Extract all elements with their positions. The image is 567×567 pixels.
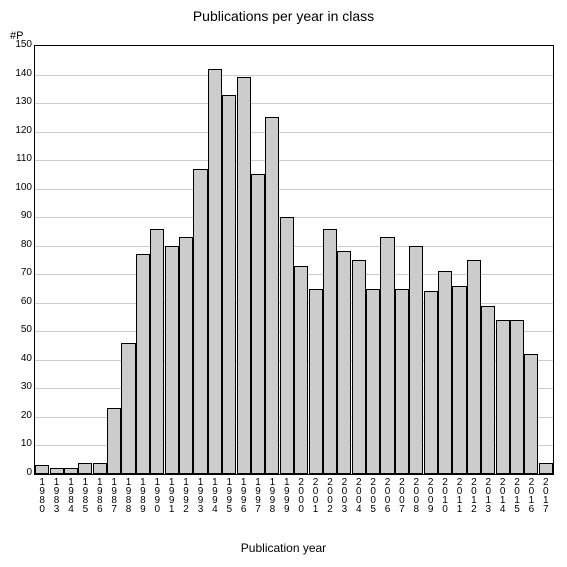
y-tick-label: 30 (6, 382, 32, 392)
gridline (35, 160, 553, 161)
x-tick-label: 2002 (325, 478, 335, 514)
bar (539, 463, 553, 474)
x-tick-label: 1991 (167, 478, 177, 514)
y-tick-label: 100 (6, 183, 32, 193)
x-tick-label: 1984 (66, 478, 76, 514)
bar (251, 174, 265, 474)
x-tick-label: 1980 (37, 478, 47, 514)
gridline (35, 75, 553, 76)
x-tick-label: 1988 (124, 478, 134, 514)
bar (121, 343, 135, 474)
y-tick-label: 40 (6, 354, 32, 364)
gridline (35, 189, 553, 190)
x-tick-label: 1989 (138, 478, 148, 514)
bar (352, 260, 366, 474)
x-tick-label: 2016 (526, 478, 536, 514)
bar (409, 246, 423, 474)
bar (395, 289, 409, 474)
bar (481, 306, 495, 474)
y-tick-label: 150 (6, 40, 32, 50)
x-tick-label: 2009 (426, 478, 436, 514)
bar (208, 69, 222, 474)
bar (309, 289, 323, 474)
x-tick-label: 2012 (469, 478, 479, 514)
bar (524, 354, 538, 474)
bar (323, 229, 337, 474)
gridline (35, 132, 553, 133)
x-tick-label: 2015 (512, 478, 522, 514)
gridline (35, 217, 553, 218)
y-tick-label: 110 (6, 154, 32, 164)
bar (280, 217, 294, 474)
x-tick-label: 2010 (440, 478, 450, 514)
bar (64, 468, 78, 474)
x-tick-label: 2005 (368, 478, 378, 514)
bar (424, 291, 438, 474)
x-tick-label: 2000 (296, 478, 306, 514)
gridline (35, 246, 553, 247)
x-tick-label: 1992 (181, 478, 191, 514)
bar (438, 271, 452, 474)
x-tick-label: 1985 (80, 478, 90, 514)
plot-area (34, 45, 554, 475)
x-tick-label: 1998 (267, 478, 277, 514)
publications-bar-chart: Publications per year in class #P Public… (0, 0, 567, 567)
x-tick-label: 2013 (483, 478, 493, 514)
y-tick-label: 120 (6, 126, 32, 136)
bar (136, 254, 150, 474)
bar (78, 463, 92, 474)
bar (150, 229, 164, 474)
x-tick-label: 2008 (411, 478, 421, 514)
x-tick-label: 2007 (397, 478, 407, 514)
x-tick-label: 2001 (311, 478, 321, 514)
y-tick-label: 90 (6, 211, 32, 221)
bar (496, 320, 510, 474)
bar (107, 408, 121, 474)
bar (35, 465, 49, 474)
x-tick-label: 1983 (52, 478, 62, 514)
bar (50, 468, 64, 474)
x-tick-label: 1997 (253, 478, 263, 514)
bar (294, 266, 308, 474)
y-tick-label: 130 (6, 97, 32, 107)
y-tick-label: 60 (6, 297, 32, 307)
x-tick-label: 1987 (109, 478, 119, 514)
bar (366, 289, 380, 474)
y-tick-label: 140 (6, 69, 32, 79)
y-tick-label: 80 (6, 240, 32, 250)
x-tick-label: 1999 (282, 478, 292, 514)
bar (179, 237, 193, 474)
chart-title: Publications per year in class (0, 8, 567, 24)
x-tick-label: 2003 (339, 478, 349, 514)
bar (93, 463, 107, 474)
bar (237, 77, 251, 474)
x-tick-label: 1993 (195, 478, 205, 514)
x-tick-label: 1990 (152, 478, 162, 514)
bar (193, 169, 207, 474)
y-tick-label: 20 (6, 411, 32, 421)
bar (165, 246, 179, 474)
x-tick-label: 1994 (210, 478, 220, 514)
x-tick-label: 2014 (498, 478, 508, 514)
x-axis-title: Publication year (0, 541, 567, 555)
x-tick-label: 2017 (541, 478, 551, 514)
bar (265, 117, 279, 474)
bar (337, 251, 351, 474)
x-tick-label: 2004 (354, 478, 364, 514)
x-tick-label: 1995 (224, 478, 234, 514)
x-tick-label: 1996 (239, 478, 249, 514)
x-tick-label: 2006 (383, 478, 393, 514)
y-tick-label: 10 (6, 439, 32, 449)
bar (510, 320, 524, 474)
y-tick-label: 0 (6, 468, 32, 478)
y-tick-label: 70 (6, 268, 32, 278)
bar (467, 260, 481, 474)
bar (380, 237, 394, 474)
x-tick-label: 1986 (95, 478, 105, 514)
y-tick-label: 50 (6, 325, 32, 335)
bar (452, 286, 466, 474)
x-tick-label: 2011 (454, 478, 464, 514)
gridline (35, 103, 553, 104)
bar (222, 95, 236, 474)
